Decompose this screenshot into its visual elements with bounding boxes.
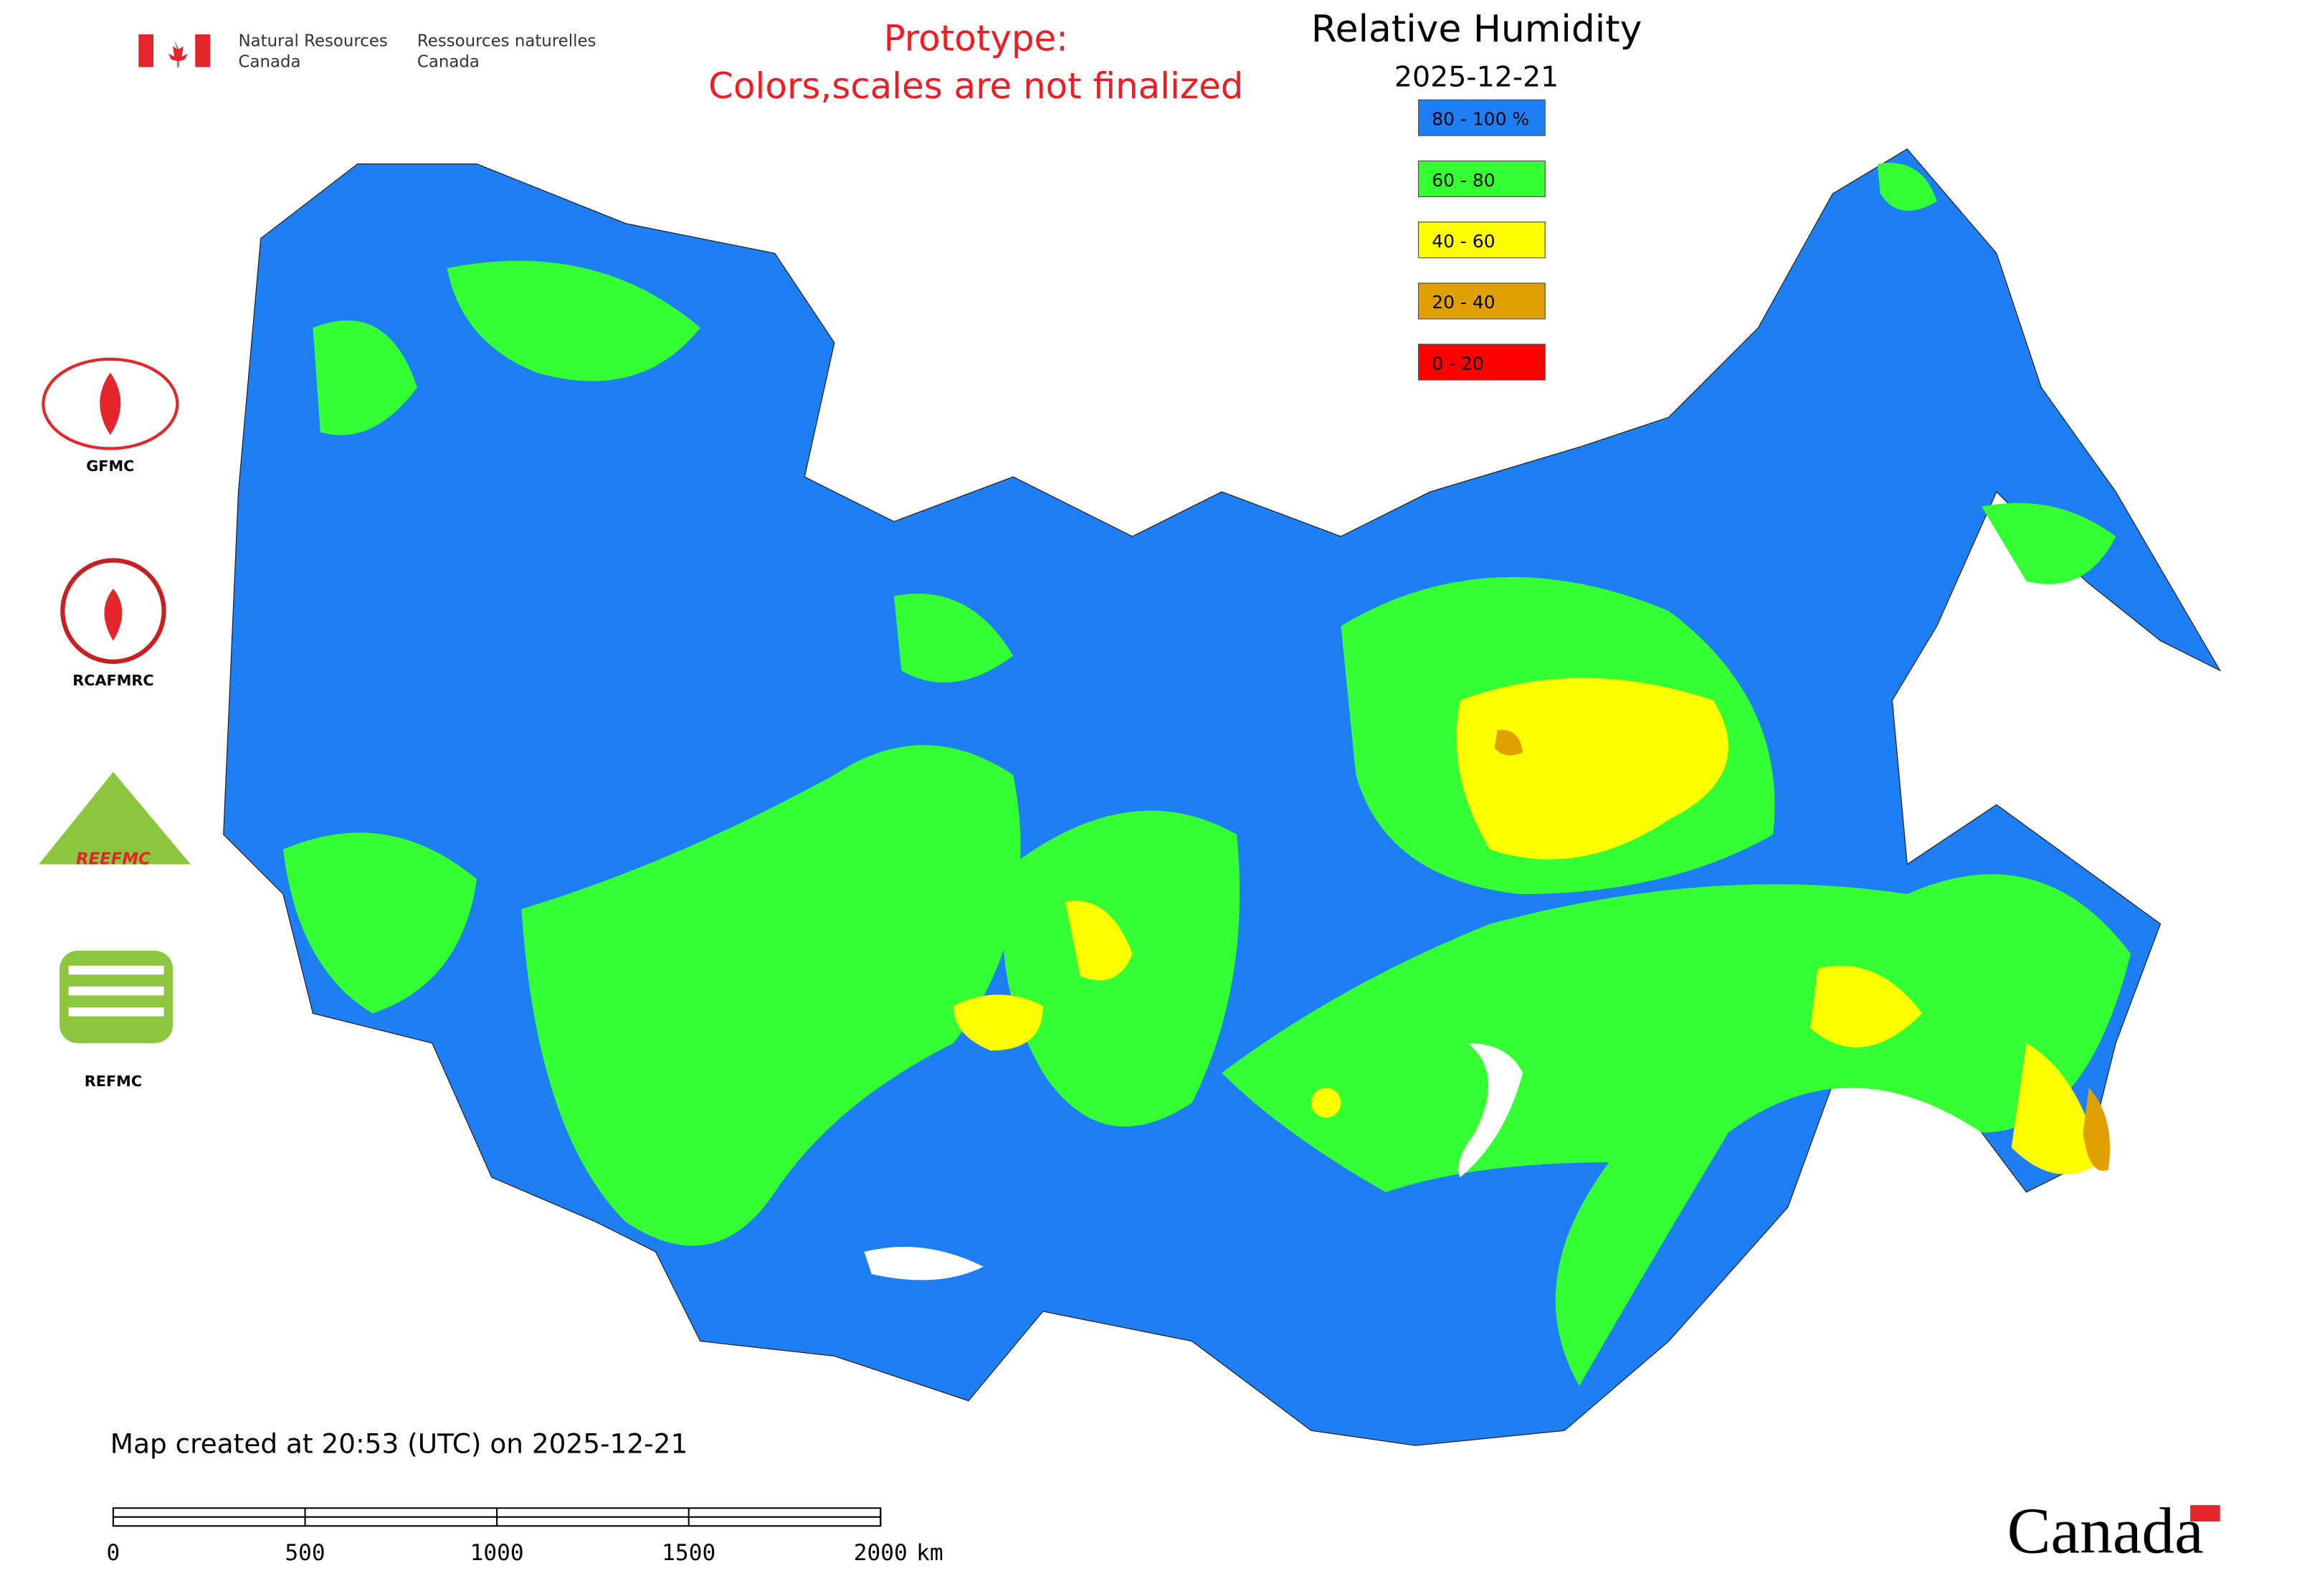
scale-tick-label: 2000	[854, 1540, 908, 1566]
logos: GFMC RCAFMRC REEFMC REFMC	[39, 357, 191, 1090]
humidity-40-60	[953, 678, 2101, 1174]
agency-fr: Canada	[417, 53, 480, 72]
legend-swatch	[1417, 282, 1546, 320]
logo-label: RCAFMRC	[72, 672, 153, 689]
notice: Colors,scales are not finalized	[708, 65, 1243, 107]
title: Relative Humidity	[1311, 8, 1642, 51]
legend-label: 20 - 40	[1432, 292, 1495, 313]
wordmark-flag	[2190, 1505, 2220, 1522]
agency-fr: Ressources naturelles	[417, 32, 596, 50]
canada-flag	[138, 34, 211, 67]
legend-label: 80 - 100 %	[1432, 109, 1529, 130]
scale-tick-label: 1500	[662, 1540, 715, 1566]
map-area	[223, 148, 2222, 1446]
logo-label: REEFMC	[76, 850, 151, 868]
agency-en: Canada	[239, 53, 301, 72]
footer-note: Map created at 20:53 (UTC) on 2025-12-21	[110, 1428, 688, 1459]
agency-en: Natural Resources	[239, 32, 388, 50]
notice: Prototype:	[884, 18, 1068, 60]
lake-baikal	[1458, 1042, 1523, 1177]
legend-swatch	[1417, 160, 1546, 197]
scale-tick-label: 1000	[470, 1540, 524, 1566]
canada-wordmark: Canada	[2007, 1495, 2204, 1567]
humidity-20-40	[1494, 729, 1523, 756]
date: 2025-12-21	[1394, 61, 1559, 94]
legend-swatch	[1417, 99, 1546, 136]
humidity-20-40	[2083, 1088, 2111, 1172]
scale-bar: 0 500 1000 1500 2000 km	[107, 1507, 943, 1566]
legend-swatch	[1417, 343, 1546, 381]
lake	[864, 1246, 984, 1281]
legend-label: 40 - 60	[1432, 231, 1495, 252]
legend-label: 0 - 20	[1432, 353, 1483, 374]
legend: 80 - 100 % 60 - 80 40 - 60 20 - 40 0 - 20	[1417, 99, 1546, 381]
logo-label: REFMC	[85, 1073, 142, 1090]
logo-label: GFMC	[86, 457, 134, 475]
legend-label: 60 - 80	[1432, 170, 1495, 191]
scale-tick-label: 0	[107, 1540, 120, 1566]
scale-unit: km	[916, 1540, 943, 1566]
legend-swatch	[1417, 222, 1546, 259]
scale-tick-label: 500	[285, 1540, 325, 1566]
